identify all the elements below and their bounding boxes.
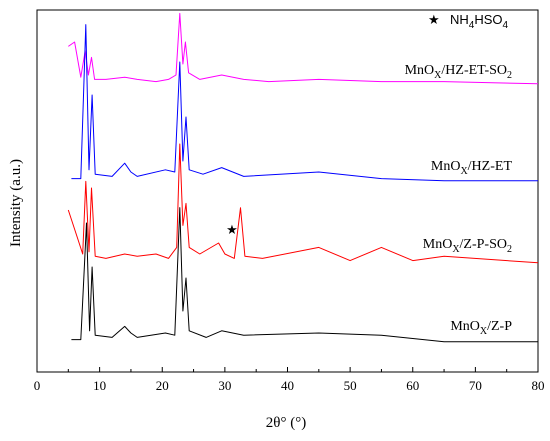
series-label-mnox-z-p-so2: MnOX/Z-P-SO2 bbox=[423, 237, 512, 255]
legend-star-icon: ★ bbox=[428, 12, 440, 27]
x-tick-label: 20 bbox=[156, 378, 169, 393]
series-label-mnox-hz-et: MnOX/HZ-ET bbox=[431, 159, 513, 177]
y-axis-title: Intensity (a.u.) bbox=[8, 159, 24, 247]
x-tick-label: 30 bbox=[218, 378, 231, 393]
series-label-mnox-hz-et-so2: MnOX/HZ-ET-SO2 bbox=[405, 63, 512, 81]
series-line-mnox-z-p bbox=[71, 207, 538, 343]
x-tick-label: 10 bbox=[93, 378, 106, 393]
x-tick-label: 40 bbox=[281, 378, 294, 393]
legend: ★ NH4HSO4 bbox=[428, 12, 509, 31]
x-tick-label: 50 bbox=[344, 378, 357, 393]
nh4hso4-peak-star-icon: ★ bbox=[226, 222, 238, 237]
x-tick-label: 0 bbox=[34, 378, 41, 393]
x-tick-label: 70 bbox=[469, 378, 482, 393]
x-axis-ticks: 0 10 20 30 40 50 60 70 80 bbox=[34, 367, 545, 393]
series-line-mnox-hz-et-so2 bbox=[68, 12, 539, 85]
x-tick-label: 60 bbox=[406, 378, 419, 393]
x-axis-title: 2θ° (°) bbox=[266, 415, 306, 431]
legend-label: NH4HSO4 bbox=[450, 12, 509, 31]
series-layer bbox=[67, 12, 539, 343]
x-tick-label: 80 bbox=[532, 378, 545, 393]
series-line-mnox-z-p-so2 bbox=[67, 143, 539, 264]
series-line-mnox-hz-et bbox=[71, 24, 538, 182]
series-label-mnox-z-p: MnOX/Z-P bbox=[450, 319, 512, 337]
